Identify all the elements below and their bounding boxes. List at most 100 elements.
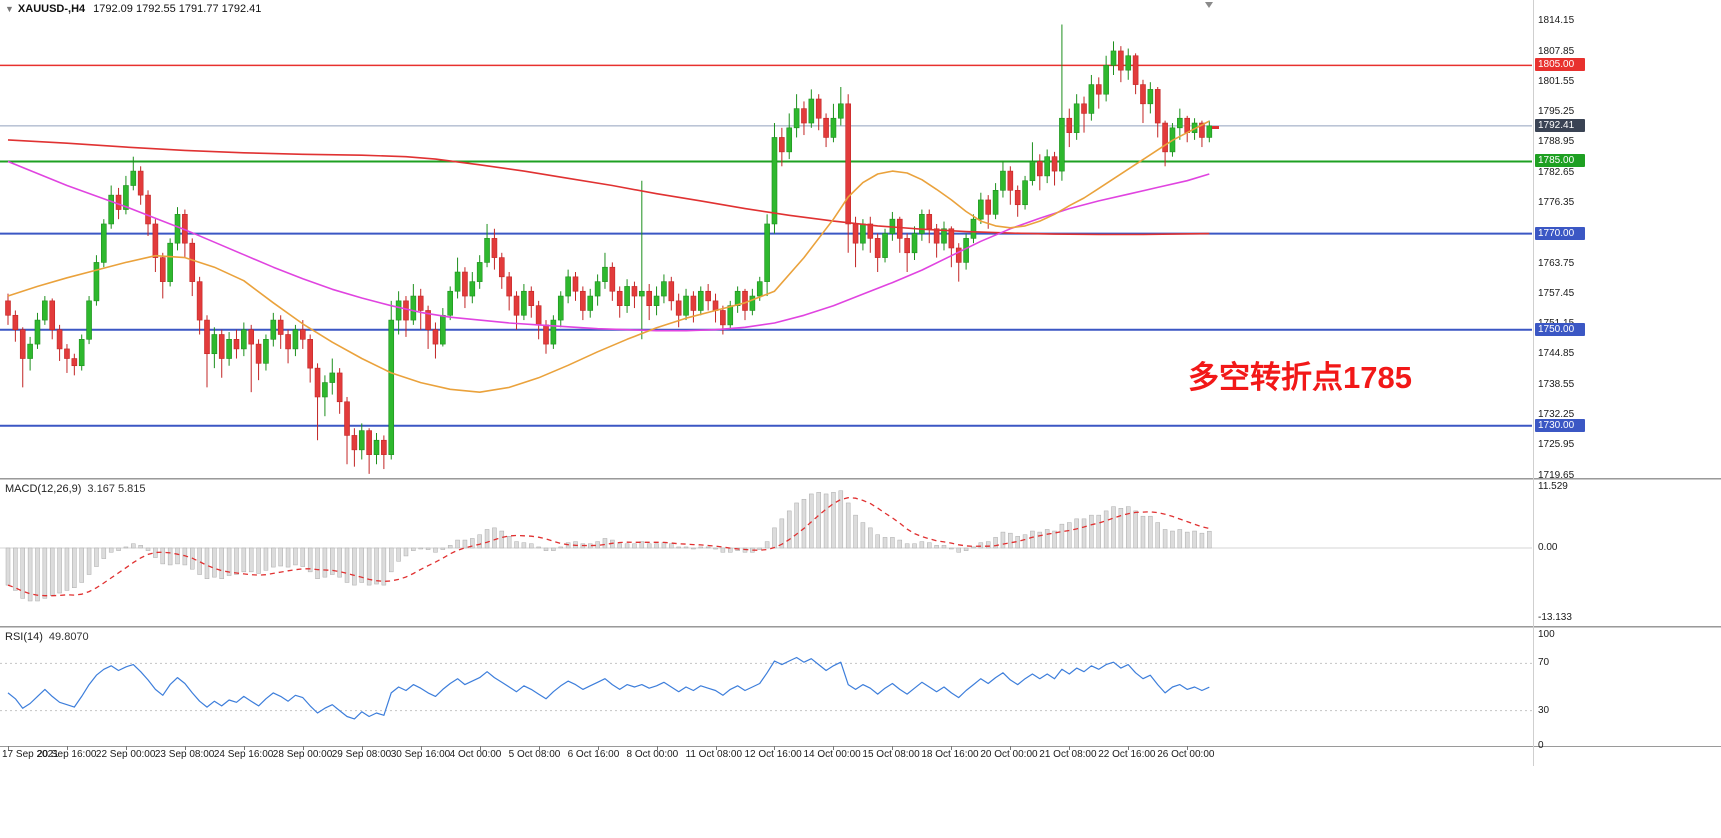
- macd-bar: [506, 536, 512, 549]
- macd-bar: [492, 527, 497, 549]
- ma-mid-magenta-line[interactable]: [7, 160, 1210, 332]
- ma-fast-orange-line[interactable]: [7, 120, 1210, 394]
- candle-body: [1177, 117, 1183, 129]
- candle-body: [432, 329, 439, 345]
- axis-tick-label: -13.133: [1538, 611, 1572, 623]
- rsi-line: [7, 656, 1210, 720]
- axis-tick-label: 1719.65: [1538, 469, 1575, 481]
- macd-bar: [897, 539, 903, 549]
- price-level-label[interactable]: 1730.00: [1535, 418, 1585, 432]
- candle-body: [830, 117, 837, 138]
- candle-body: [1081, 103, 1087, 114]
- macd-bar: [602, 538, 608, 549]
- macd-bar: [1199, 532, 1205, 549]
- macd-bar: [315, 547, 320, 579]
- ma-slow-red-line[interactable]: [7, 139, 1210, 236]
- macd-bar: [271, 547, 276, 568]
- candle-body: [248, 329, 255, 345]
- macd-bar: [868, 527, 873, 549]
- candle-body: [594, 281, 601, 297]
- macd-bar: [927, 542, 932, 549]
- time-axis-tick: [656, 746, 658, 750]
- candle-body: [233, 339, 240, 350]
- price-level-label[interactable]: 1750.00: [1535, 322, 1585, 336]
- candle-body: [867, 223, 874, 239]
- macd-bar: [1207, 530, 1212, 549]
- candle-body: [668, 281, 675, 302]
- price-level-label[interactable]: 1805.00: [1535, 58, 1585, 72]
- macd-name: MACD(12,26,9): [5, 483, 82, 495]
- axis-tick-label: 1732.25: [1538, 408, 1575, 420]
- chart-shift-marker-icon[interactable]: [1205, 2, 1213, 8]
- candle-body: [226, 339, 232, 359]
- macd-bar: [558, 546, 563, 549]
- macd-bar: [433, 547, 438, 553]
- macd-bar: [477, 534, 482, 549]
- macd-bar: [882, 537, 888, 549]
- pane-separator[interactable]: [0, 478, 1721, 480]
- chart-dropdown-icon[interactable]: ▼: [5, 4, 14, 14]
- macd-signal-line: [7, 497, 1210, 597]
- macd-bar: [116, 547, 121, 551]
- candle-body: [1059, 117, 1065, 172]
- candle-body: [1118, 50, 1124, 71]
- macd-bar: [278, 547, 283, 567]
- candle-body: [454, 271, 461, 292]
- candle-body: [535, 305, 542, 326]
- macd-bar: [720, 547, 726, 553]
- macd-bar: [219, 547, 224, 579]
- candle-body: [381, 439, 387, 455]
- axis-tick-label: 0: [1538, 740, 1544, 751]
- macd-bar: [197, 547, 202, 575]
- price-level-label[interactable]: 1785.00: [1535, 154, 1585, 168]
- candle-body: [329, 372, 336, 383]
- candle-body: [521, 290, 527, 316]
- candle-body: [373, 439, 380, 455]
- candle-body: [705, 290, 711, 302]
- candle-body: [543, 324, 549, 345]
- annotation-text[interactable]: 多空转折点1785: [1188, 360, 1412, 395]
- candle-body: [204, 319, 210, 355]
- candle-body: [793, 108, 800, 129]
- macd-bar: [661, 542, 667, 549]
- axis-tick-label: 1776.35: [1538, 197, 1575, 209]
- candle-body: [299, 329, 306, 340]
- axis-tick-label: 1738.55: [1538, 378, 1575, 390]
- macd-bar: [912, 543, 917, 549]
- macd-bar: [691, 547, 696, 550]
- candle-body: [93, 262, 100, 302]
- candle-body: [1088, 84, 1095, 114]
- pane-separator[interactable]: [0, 626, 1721, 628]
- rsi-indicator-pane[interactable]: [0, 628, 1533, 746]
- macd-bar: [1140, 515, 1146, 549]
- price-level-label[interactable]: 1770.00: [1535, 226, 1585, 240]
- macd-bar: [831, 492, 836, 549]
- macd-indicator-pane[interactable]: [0, 480, 1533, 626]
- macd-bar: [1118, 508, 1124, 549]
- candle-body: [285, 334, 291, 350]
- macd-pane-label: MACD(12,26,9) 3.167 5.815: [5, 483, 146, 495]
- macd-bar: [1096, 514, 1102, 549]
- macd-bar: [919, 541, 925, 549]
- macd-bar: [418, 547, 423, 550]
- macd-bar: [101, 547, 107, 559]
- chart-title-bar: ▼ XAUUSD-,H4 1792.09 1792.55 1791.77 1792.…: [5, 3, 261, 15]
- current-price-label[interactable]: 1792.41: [1535, 118, 1585, 132]
- candle-body: [1044, 156, 1050, 177]
- macd-bar: [1059, 523, 1065, 549]
- macd-bar: [256, 547, 261, 574]
- candle-body: [1162, 122, 1168, 153]
- candle-body: [1000, 170, 1006, 191]
- macd-bar: [1089, 514, 1094, 549]
- candle-body: [933, 228, 940, 244]
- candle-body: [1007, 170, 1014, 191]
- macd-bar: [1030, 530, 1035, 549]
- candle-body: [1132, 55, 1139, 85]
- macd-bar: [816, 492, 821, 549]
- candle-body: [764, 223, 770, 282]
- candle-body: [587, 295, 594, 311]
- main-price-chart[interactable]: [0, 0, 1533, 478]
- time-axis-tick: [597, 746, 599, 750]
- candle-body: [528, 290, 535, 306]
- time-axis-tick: [1128, 746, 1130, 750]
